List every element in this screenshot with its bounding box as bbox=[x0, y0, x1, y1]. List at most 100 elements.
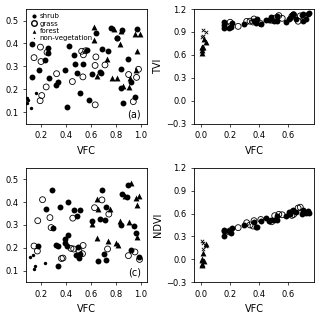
Point bbox=[252, 219, 257, 224]
Point bbox=[241, 222, 246, 228]
Point bbox=[36, 67, 42, 72]
Point bbox=[222, 20, 227, 25]
Point bbox=[70, 79, 75, 84]
Point bbox=[44, 50, 50, 55]
Point bbox=[43, 206, 48, 212]
Point bbox=[284, 213, 289, 218]
Point bbox=[26, 98, 31, 103]
X-axis label: VFC: VFC bbox=[77, 146, 96, 156]
Point bbox=[40, 197, 45, 202]
Point bbox=[244, 220, 249, 225]
Point bbox=[115, 36, 120, 41]
Point bbox=[38, 59, 44, 64]
Point bbox=[31, 267, 36, 272]
Point bbox=[298, 205, 303, 210]
Point bbox=[105, 246, 110, 252]
Point bbox=[221, 23, 226, 28]
Point bbox=[280, 212, 285, 217]
Point bbox=[275, 13, 280, 19]
Point bbox=[37, 98, 43, 103]
Point bbox=[98, 71, 103, 76]
Point bbox=[66, 200, 71, 205]
Y-axis label: NDVI: NDVI bbox=[153, 213, 163, 237]
Point bbox=[49, 225, 54, 230]
Point bbox=[229, 226, 234, 231]
Point bbox=[102, 218, 107, 223]
Point bbox=[30, 252, 35, 257]
Point bbox=[117, 41, 123, 46]
Point bbox=[236, 24, 241, 29]
X-axis label: VFC: VFC bbox=[245, 146, 264, 156]
Point bbox=[272, 16, 277, 21]
Point bbox=[79, 49, 84, 54]
Point bbox=[228, 20, 233, 25]
Point bbox=[298, 13, 303, 19]
Point bbox=[35, 243, 40, 248]
Point bbox=[112, 27, 117, 32]
Point bbox=[290, 209, 295, 214]
Point bbox=[134, 196, 139, 201]
Point bbox=[135, 49, 140, 54]
Point bbox=[129, 80, 134, 85]
Point bbox=[137, 257, 142, 262]
Point bbox=[252, 16, 257, 21]
Point bbox=[95, 235, 100, 240]
Point bbox=[78, 90, 83, 95]
Point bbox=[247, 222, 252, 228]
Point bbox=[59, 256, 64, 261]
Point bbox=[50, 226, 55, 231]
Point bbox=[138, 31, 143, 36]
Point bbox=[28, 106, 33, 111]
Point bbox=[81, 62, 86, 67]
Legend: shrub, grass, forest, non-vegetation: shrub, grass, forest, non-vegetation bbox=[30, 12, 93, 42]
Text: (c): (c) bbox=[128, 268, 141, 278]
Point bbox=[64, 244, 69, 249]
Point bbox=[290, 207, 295, 212]
Point bbox=[291, 212, 296, 217]
Point bbox=[287, 15, 292, 20]
Point bbox=[305, 11, 310, 16]
Point bbox=[202, 258, 207, 263]
Point bbox=[258, 22, 263, 27]
Point bbox=[127, 220, 132, 225]
Point bbox=[251, 223, 256, 228]
Point bbox=[72, 53, 77, 58]
Point bbox=[60, 255, 66, 260]
Point bbox=[29, 75, 34, 80]
Point bbox=[126, 72, 131, 77]
Point bbox=[98, 70, 103, 75]
Point bbox=[269, 218, 274, 223]
Point bbox=[201, 44, 206, 49]
Point bbox=[76, 248, 82, 253]
Point bbox=[269, 219, 274, 224]
Point bbox=[287, 212, 292, 217]
Point bbox=[241, 21, 246, 27]
Point bbox=[269, 14, 274, 20]
Point bbox=[101, 252, 106, 257]
Point bbox=[80, 251, 85, 256]
Point bbox=[45, 51, 50, 56]
Point bbox=[65, 232, 70, 237]
Point bbox=[120, 101, 125, 106]
Point bbox=[83, 48, 88, 53]
Point bbox=[114, 76, 119, 81]
Point bbox=[222, 233, 227, 238]
Point bbox=[114, 240, 119, 245]
Point bbox=[80, 74, 85, 79]
Point bbox=[264, 18, 269, 23]
Point bbox=[251, 20, 256, 25]
Point bbox=[203, 243, 208, 248]
Point bbox=[227, 229, 232, 234]
Point bbox=[77, 207, 83, 212]
Point bbox=[109, 75, 114, 80]
Point bbox=[200, 263, 205, 268]
Point bbox=[303, 210, 308, 215]
Point bbox=[119, 66, 124, 71]
Point bbox=[99, 46, 104, 52]
Point bbox=[253, 21, 259, 26]
Point bbox=[253, 225, 259, 230]
Point bbox=[247, 19, 252, 24]
Point bbox=[296, 19, 301, 24]
Point bbox=[119, 222, 124, 228]
Point bbox=[227, 24, 232, 29]
